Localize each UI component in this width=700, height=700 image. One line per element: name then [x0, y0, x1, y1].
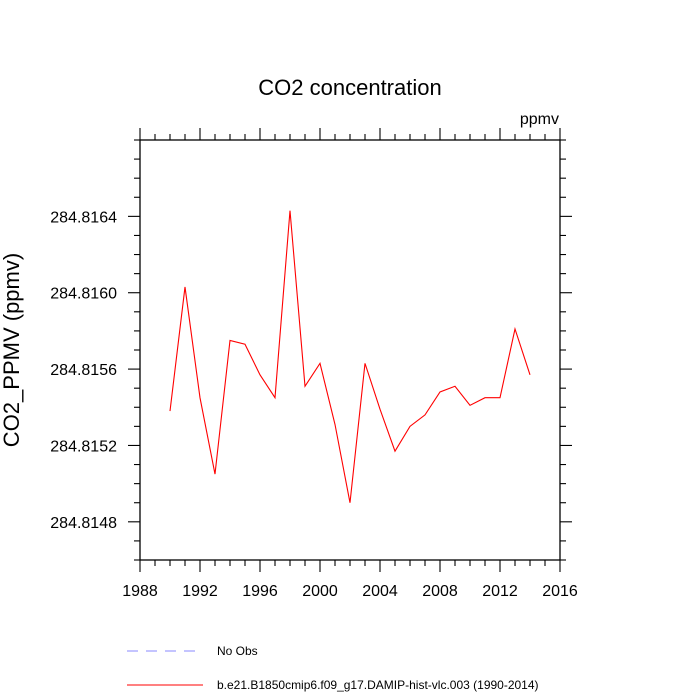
- x-tick-label: 2004: [362, 583, 398, 600]
- data-point: [514, 328, 516, 330]
- data-point: [199, 397, 201, 399]
- data-point: [394, 450, 396, 452]
- x-tick-label: 2008: [422, 583, 458, 600]
- y-tick-label: 284.8152: [50, 438, 117, 455]
- x-tick-label: 2016: [542, 583, 578, 600]
- y-axis-label: CO2_PPMV (ppmv): [0, 253, 24, 447]
- x-tick-label: 2012: [482, 583, 518, 600]
- data-point: [379, 408, 381, 410]
- series-line: [169, 210, 531, 503]
- y-tick-label: 284.8164: [50, 209, 117, 226]
- data-point: [289, 209, 291, 211]
- y-tick-label: 284.8160: [50, 286, 117, 303]
- x-tick-label: 1992: [182, 583, 218, 600]
- data-point: [424, 414, 426, 416]
- data-point: [229, 339, 231, 341]
- legend-label: b.e21.B1850cmip6.f09_g17.DAMIP-hist-vlc.…: [217, 678, 539, 692]
- data-point: [334, 423, 336, 425]
- series-layer: [169, 209, 531, 504]
- axis-ticks: 1988 1992 1996 2000 2004 2008 2012 2016 284.8148…: [50, 128, 578, 600]
- data-point: [319, 362, 321, 364]
- legend-label: No Obs: [217, 644, 258, 658]
- data-point: [304, 385, 306, 387]
- y-tick-label: 284.8156: [50, 362, 117, 379]
- x-tick-label: 1996: [242, 583, 278, 600]
- plot-frame: [139, 139, 561, 561]
- units-label: ppmv: [520, 111, 559, 128]
- data-point: [469, 404, 471, 406]
- data-point: [184, 286, 186, 288]
- data-point: [364, 362, 366, 364]
- x-tick-label: 1988: [122, 583, 158, 600]
- data-point: [274, 397, 276, 399]
- data-point: [349, 502, 351, 504]
- data-point: [484, 397, 486, 399]
- data-point: [439, 391, 441, 393]
- data-point: [244, 343, 246, 345]
- data-point: [499, 397, 501, 399]
- chart-title: CO2 concentration: [258, 75, 441, 100]
- x-tick-label: 2000: [302, 583, 338, 600]
- data-point: [214, 473, 216, 475]
- legend: No Obs b.e21.B1850cmip6.f09_g17.DAMIP-his…: [127, 644, 539, 692]
- data-point: [529, 374, 531, 376]
- data-point: [409, 425, 411, 427]
- data-point: [169, 410, 171, 412]
- y-tick-label: 284.8148: [50, 515, 117, 532]
- data-point: [259, 374, 261, 376]
- data-point: [454, 385, 456, 387]
